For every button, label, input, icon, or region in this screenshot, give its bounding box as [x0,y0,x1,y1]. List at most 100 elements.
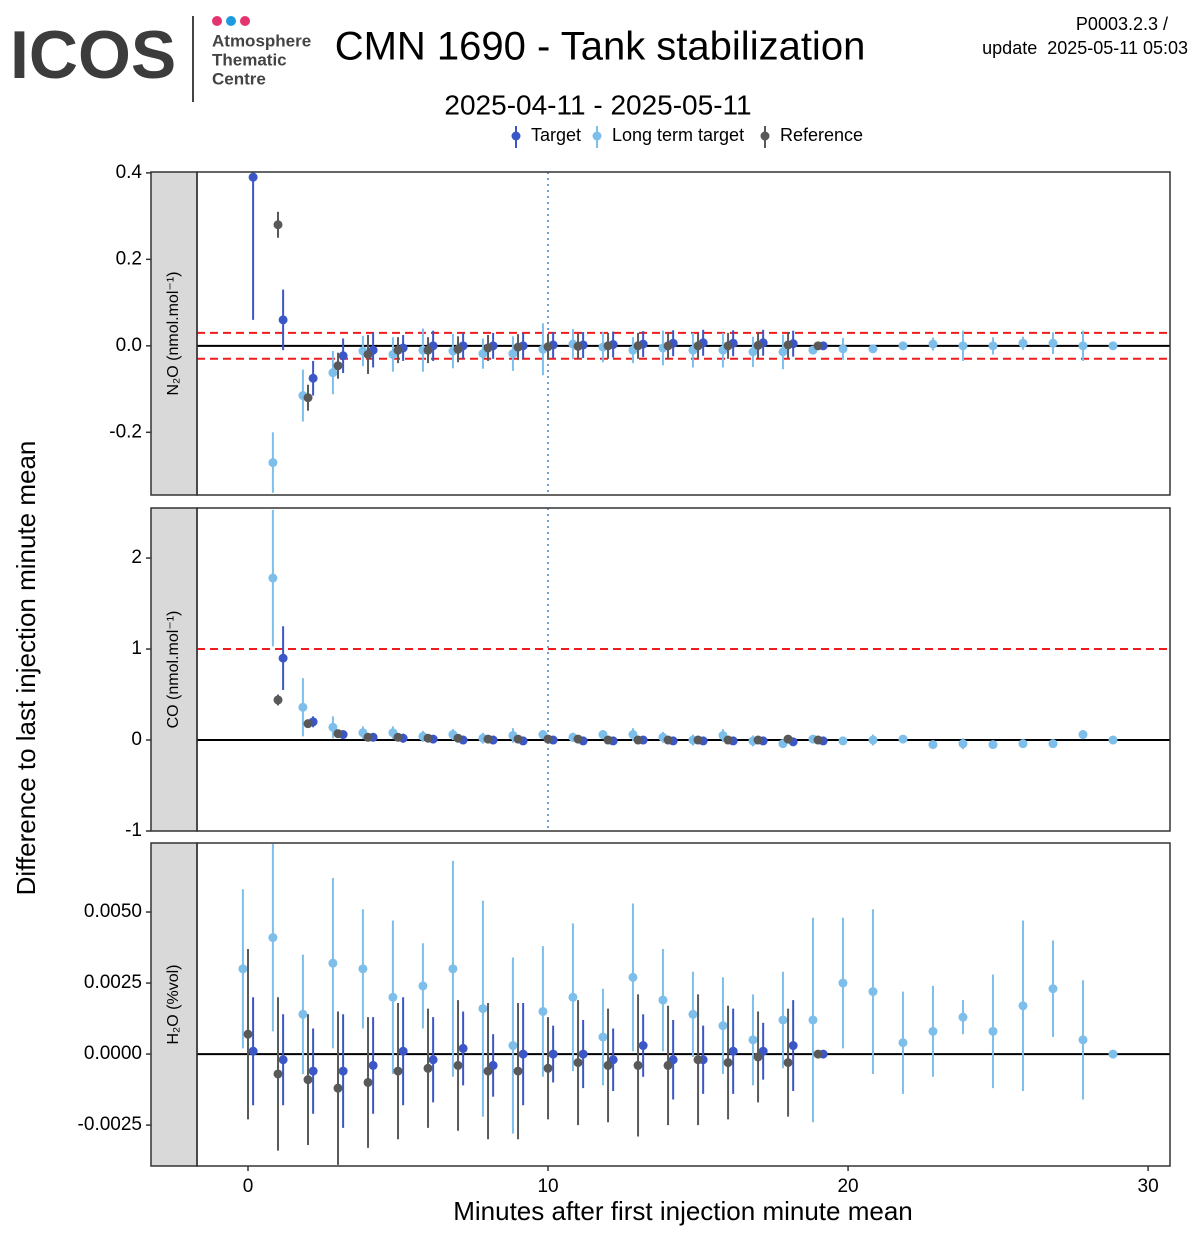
point [598,1032,608,1042]
point [338,1066,348,1076]
y-tick-label: -0.2 [109,421,142,442]
point [783,1058,793,1068]
facet-strip [150,842,198,1167]
x-axis-label: Minutes after first injection minute mea… [453,1196,913,1226]
point [393,732,403,742]
point [538,1006,548,1016]
point [453,1060,463,1070]
point [1018,338,1028,348]
y-axis-label: Difference to last injection minute mean [11,441,41,896]
point [693,341,703,351]
point [328,722,338,732]
point [928,1026,938,1036]
point [273,1069,283,1079]
point [453,344,463,354]
logo: ICOS [10,17,176,93]
point [518,1049,528,1059]
y-tick-label: 0.4 [116,162,143,183]
point [333,729,343,739]
point [813,735,823,745]
point [278,653,288,663]
point [308,373,318,383]
point [633,1060,643,1070]
point [868,987,878,997]
org-line: Centre [212,69,266,88]
point [328,368,338,378]
legend-label: Reference [780,125,863,145]
point [248,172,258,182]
point [783,340,793,350]
point [428,1055,438,1065]
point [423,733,433,743]
legend-marker [592,131,602,141]
point [693,1055,703,1065]
point [898,734,908,744]
point [838,344,848,354]
point [988,1026,998,1036]
point [298,1009,308,1019]
point [663,1060,673,1070]
point [1078,1035,1088,1045]
x-tick-label: 0 [243,1176,254,1197]
legend-marker [511,131,521,141]
point [1108,1049,1118,1059]
point [928,740,938,750]
point [723,1058,733,1068]
point [633,735,643,745]
plot-area [197,172,1170,495]
point [693,735,703,745]
plot-area [197,508,1170,831]
point [783,734,793,744]
legend-marker [760,131,770,141]
point [663,341,673,351]
y-tick-label: 0.2 [116,248,142,269]
point [453,733,463,743]
point [898,1038,908,1048]
point [238,964,248,974]
point [508,1041,518,1051]
point [268,573,278,583]
org-line: Thematic [212,50,287,69]
point [303,1075,313,1085]
point [1108,341,1118,351]
point [543,1063,553,1073]
point [273,220,283,230]
point [638,1041,648,1051]
facet-strip [150,171,198,496]
point [813,341,823,351]
point [1048,739,1058,749]
point [753,735,763,745]
y-tick-label: 0.0 [116,335,142,356]
point [838,978,848,988]
point [548,1049,558,1059]
point [813,1049,823,1059]
point [1048,338,1058,348]
point [778,347,788,357]
point [363,349,373,359]
point [753,340,763,350]
point [658,995,668,1005]
point [268,458,278,468]
point [603,735,613,745]
point [393,345,403,355]
point [628,972,638,982]
point [303,393,313,403]
point [723,735,733,745]
point [338,351,348,361]
chart-subtitle: 2025-04-11 - 2025-05-11 [444,89,751,120]
point [543,734,553,744]
logo-dot [226,16,236,26]
point [603,341,613,351]
point [243,1029,253,1039]
point [573,1058,583,1068]
point [838,736,848,746]
point [393,1066,403,1076]
point [333,361,343,371]
point [958,739,968,749]
point [308,1066,318,1076]
y-tick-label: 0.0025 [84,972,142,993]
point [483,343,493,353]
point [988,341,998,351]
point [928,339,938,349]
panel-border [196,507,1171,832]
